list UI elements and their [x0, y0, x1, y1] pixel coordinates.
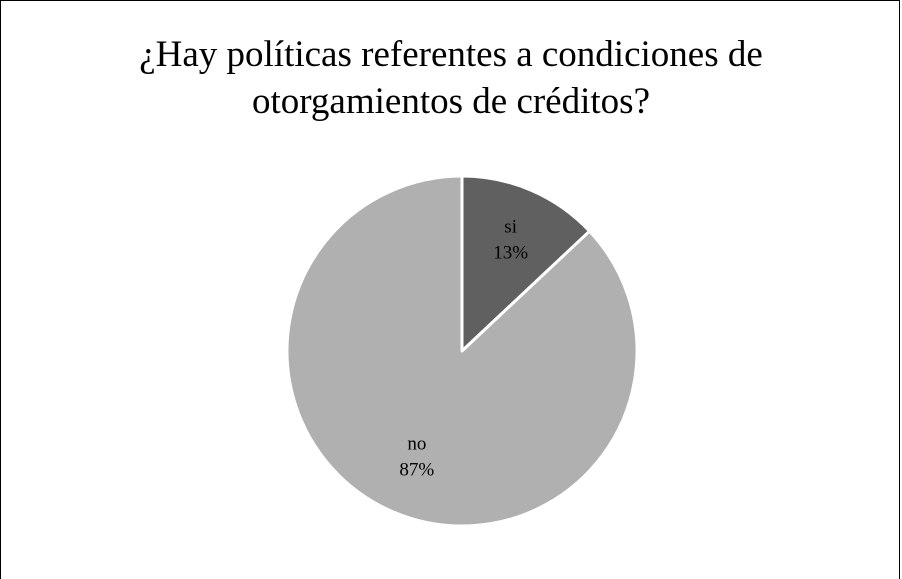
chart-title: ¿Hay políticas referentes a condiciones … — [1, 31, 901, 125]
chart-title-line-1: ¿Hay políticas referentes a condiciones … — [139, 34, 763, 75]
pie-slice-no — [285, 174, 639, 528]
pie-slice-si — [460, 174, 592, 353]
data-label-percent-si: 13% — [493, 243, 528, 264]
pie-slices — [285, 174, 639, 528]
data-label-category-si: si — [504, 217, 517, 238]
data-label-percent-no: 87% — [399, 459, 434, 480]
data-label-category-no: no — [407, 433, 426, 454]
chart-title-line-2: otorgamientos de créditos? — [252, 81, 650, 122]
pie-data-labels: si 13% no 87% — [399, 217, 528, 481]
